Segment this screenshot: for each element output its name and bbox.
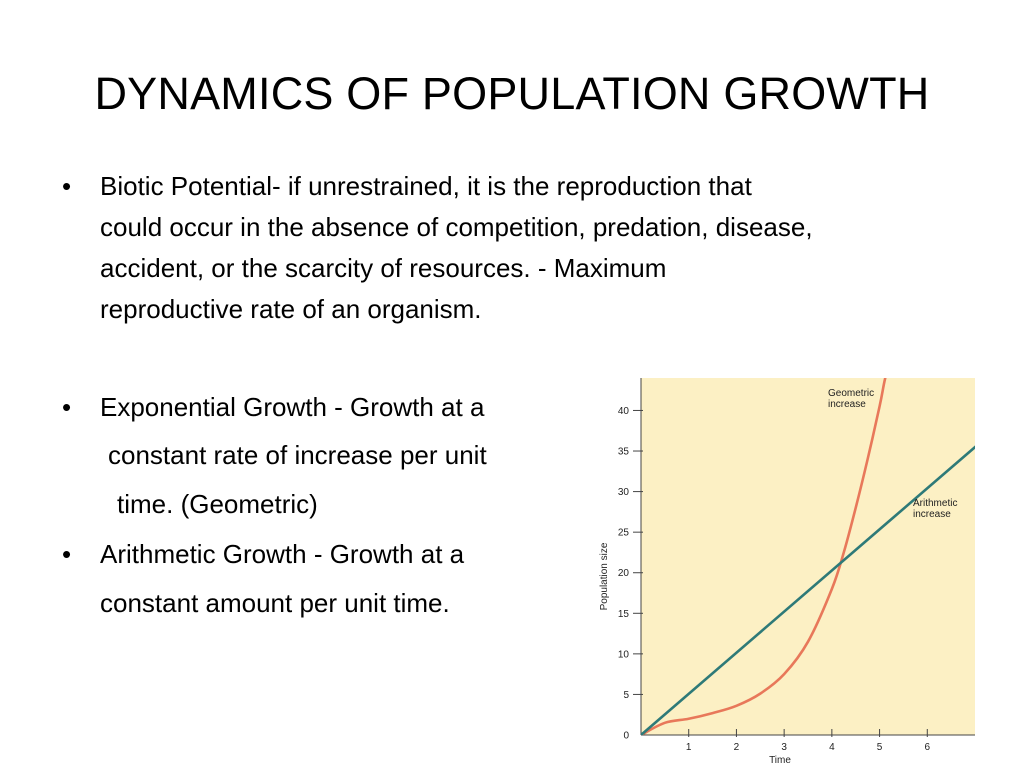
bullet-line: Exponential Growth - Growth at a xyxy=(100,392,485,422)
y-tick-label: 15 xyxy=(618,609,630,620)
y-tick-label: 0 xyxy=(623,731,629,742)
x-tick-label: 1 xyxy=(686,742,692,753)
axes: 0 5 10 15 20 25 30 35 40 1 2 3 4 5 6 Time Population siz… xyxy=(599,378,975,766)
y-tick-label: 30 xyxy=(618,487,630,498)
arithmetic-series-label: Arithmetic xyxy=(913,498,957,509)
y-tick-label: 35 xyxy=(618,447,630,458)
chart-svg: 0 5 10 15 20 25 30 35 40 1 2 3 4 5 6 Time Population siz… xyxy=(599,378,975,766)
plot-background xyxy=(641,378,975,735)
y-tick-label: 25 xyxy=(618,528,630,539)
exponential-line-3: time. (Geometric) xyxy=(117,489,318,519)
slide-title: DYNAMICS OF POPULATION GROWTH xyxy=(94,68,930,119)
population-growth-chart: 0 5 10 15 20 25 30 35 40 1 2 3 4 5 6 Time Population siz… xyxy=(580,370,980,768)
y-tick-label: 5 xyxy=(623,690,629,701)
x-axis-title: Time xyxy=(769,755,791,766)
bullet-dot: • xyxy=(62,539,72,569)
x-tick-label: 5 xyxy=(877,742,883,753)
arithmetic-series-label: increase xyxy=(913,509,951,520)
bullet-line: Arithmetic Growth - Growth at a xyxy=(100,539,465,569)
arithmetic-increase-line xyxy=(641,445,975,735)
bullet-dot: • xyxy=(62,171,72,201)
bullet-line: accident, or the scarcity of resources. … xyxy=(100,253,667,283)
x-tick-label: 3 xyxy=(781,742,787,753)
y-tick-label: 20 xyxy=(618,568,630,579)
x-tick-label: 2 xyxy=(734,742,740,753)
y-axis-title: Population size xyxy=(599,542,610,610)
geometric-series-label: increase xyxy=(828,399,866,410)
y-tick-label: 10 xyxy=(618,649,630,660)
bullet-line: reproductive rate of an organism. xyxy=(100,294,482,324)
bullet-line: Biotic Potential- if unrestrained, it is… xyxy=(100,171,752,201)
exponential-line-2: constant rate of increase per unit xyxy=(108,440,487,470)
x-tick-label: 6 xyxy=(925,742,931,753)
y-tick-label: 40 xyxy=(618,406,630,417)
geometric-increase-line xyxy=(641,378,887,735)
geometric-series-label: Geometric xyxy=(828,388,874,399)
bullet-dot: • xyxy=(62,392,72,422)
bullet-line: could occur in the absence of competitio… xyxy=(100,212,813,242)
arithmetic-line-2: constant amount per unit time. xyxy=(100,588,450,618)
x-tick-label: 4 xyxy=(829,742,835,753)
series-lines xyxy=(641,378,975,735)
